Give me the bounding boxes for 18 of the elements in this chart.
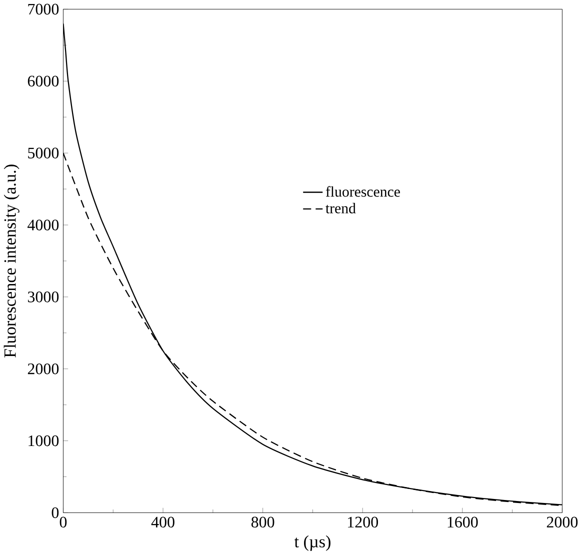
- y-tick-label: 7000: [28, 4, 59, 15]
- y-tick-label: 0: [52, 507, 59, 518]
- y-tick-label: 4000: [28, 220, 59, 231]
- y-tick-label: 6000: [28, 76, 59, 87]
- x-tick-label: 800: [251, 516, 274, 528]
- x-tick-label: 0: [60, 516, 67, 528]
- legend-label: fluorescence: [326, 186, 400, 197]
- legend-label: trend: [326, 203, 356, 214]
- y-tick-label: 1000: [28, 436, 59, 446]
- x-tick-label: 400: [151, 516, 174, 528]
- x-axis-title: t (µs): [294, 536, 330, 552]
- y-tick-label: 5000: [28, 148, 59, 159]
- y-tick-label: 2000: [28, 364, 59, 374]
- y-axis-title: Fluorescence intensity (a.u.): [4, 164, 20, 358]
- x-tick-label: 1600: [448, 516, 478, 528]
- y-tick-label: 3000: [28, 292, 59, 302]
- x-tick-label: 1200: [348, 516, 378, 528]
- x-tick-label: 2000: [546, 516, 578, 528]
